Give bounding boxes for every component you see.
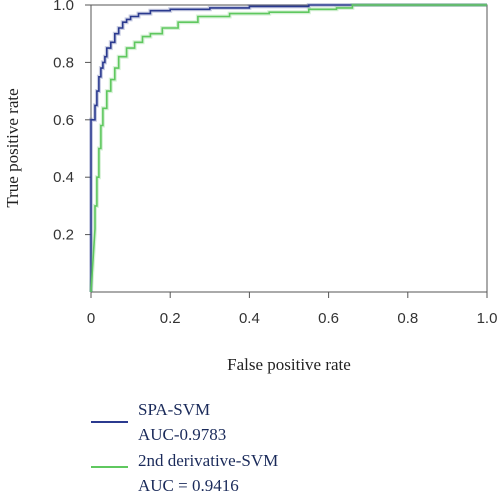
series-line-shadow-0 [89,3,487,292]
x-tick-label: 0.2 [160,310,181,327]
y-tick-label: 0.6 [53,112,74,129]
x-tick-label: 0.8 [397,310,418,327]
y-axis: 0.2 0.4 0.6 0.8 1.0 [53,0,91,244]
legend-label-spa-svm: SPA-SVM [138,400,210,419]
legend: SPA-SVM AUC-0.9783 2nd derivative-SVM AU… [91,400,278,495]
series-layer [89,3,487,293]
legend-auc-spa-svm: AUC-0.9783 [138,425,226,444]
legend-label-2nd-derivative-svm: 2nd derivative-SVM [138,451,278,470]
y-tick-label: 0.2 [53,227,74,244]
plot-frame [90,4,488,293]
series-line-1 [90,4,487,293]
x-tick-label: 1.0 [477,310,498,327]
x-tick-label: 0 [87,310,95,327]
y-tick-label: 1.0 [53,0,74,14]
x-tick-label: 0.4 [239,310,260,327]
series-line-shadow-1 [89,3,487,293]
legend-auc-2nd-derivative-svm: AUC = 0.9416 [138,476,239,495]
series-line-0 [90,4,487,292]
y-tick-label: 0.4 [53,169,74,186]
y-tick-label: 0.8 [53,54,74,71]
y-axis-title: True positive rate [3,88,22,207]
x-tick-label: 0.6 [318,310,339,327]
x-axis-title: False positive rate [227,355,351,374]
x-axis: 0 0.2 0.4 0.6 0.8 1.0 [87,292,498,327]
